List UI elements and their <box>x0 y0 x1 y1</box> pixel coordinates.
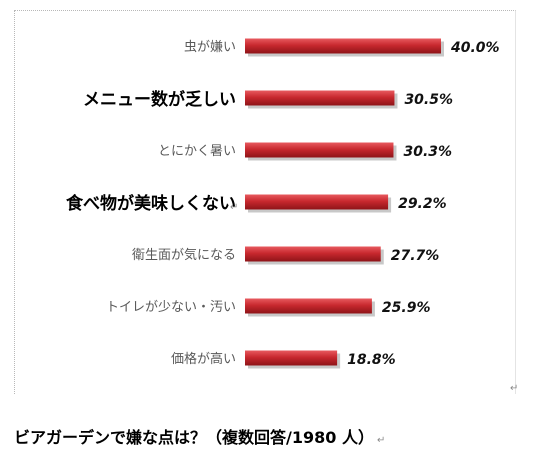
data-label: 29.2% <box>398 196 447 212</box>
bar <box>245 38 441 54</box>
bar <box>245 90 395 106</box>
category-label: 価格が高い <box>171 351 236 367</box>
data-label: 27.7% <box>391 248 440 264</box>
paragraph-mark: ↵ <box>230 202 239 213</box>
category-label: 食べ物が美味しくない <box>66 193 236 214</box>
bar <box>245 246 381 262</box>
category-label: 虫が嫌い <box>184 40 236 55</box>
paragraph-mark: ↵ <box>376 435 386 446</box>
category-label: とにかく暑い <box>158 144 236 159</box>
data-label: 30.5% <box>404 92 453 108</box>
chart-area: 虫が嫌い 40.0% メニュー数が乏しい 30.5% とにかく暑い 30.3% 食べ物が美味… <box>14 10 519 394</box>
data-label: 25.9% <box>382 300 431 316</box>
bar-chart: 虫が嫌い 40.0% メニュー数が乏しい 30.5% とにかく暑い 30.3% 食べ物が美味… <box>66 38 500 369</box>
category-label: 衛生面が気になる <box>132 247 236 263</box>
category-label: メニュー数が乏しい <box>83 89 236 110</box>
bar <box>245 142 394 158</box>
paragraph-mark-corner: ↵ <box>510 383 519 394</box>
chart-caption: ビアガーデンで嫌な点は？（複数回答/1980 人） ↵ <box>14 424 385 448</box>
bar <box>245 350 338 366</box>
bar <box>245 298 372 314</box>
data-label: 40.0% <box>450 40 500 56</box>
data-label: 30.3% <box>403 144 452 160</box>
bar <box>245 194 389 210</box>
category-label: トイレが少ない・汚い <box>106 300 236 315</box>
data-label: 18.8% <box>347 352 396 368</box>
caption-text: ビアガーデンで嫌な点は？（複数回答/1980 人） <box>14 428 374 447</box>
